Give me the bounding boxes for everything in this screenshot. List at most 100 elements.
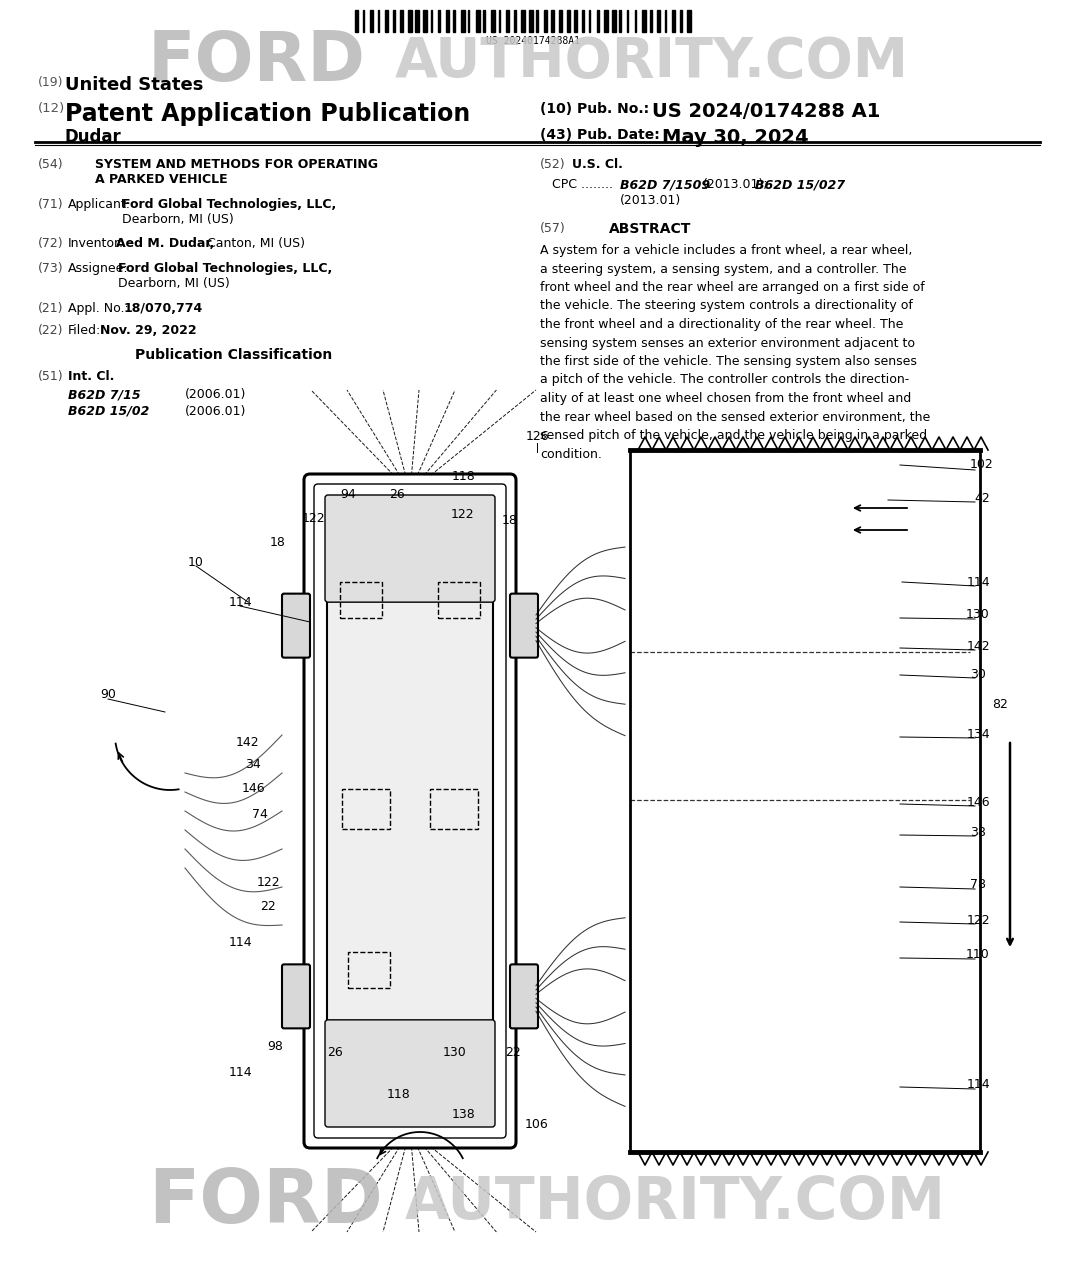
Text: 122: 122 [301,512,324,525]
Bar [552,10,554,32]
Text: (72): (72) [38,237,64,250]
Bar [476,10,480,32]
Text: 34: 34 [245,757,260,771]
Bar [513,10,515,32]
Text: 22: 22 [505,1045,521,1058]
Text: US 2024/0174288 A1: US 2024/0174288 A1 [652,102,880,121]
Text: 22: 22 [260,900,276,913]
Text: (71): (71) [38,198,64,211]
Bar [672,10,675,32]
Text: 30: 30 [970,668,986,681]
Text: Inventor:: Inventor: [68,237,124,250]
Text: Appl. No.:: Appl. No.: [68,302,129,315]
FancyBboxPatch shape [282,964,310,1029]
Text: Ford Global Technologies, LLC,: Ford Global Technologies, LLC, [118,262,332,276]
Text: (51): (51) [38,370,64,384]
Text: Patent Application Publication: Patent Application Publication [65,102,471,126]
Bar [537,10,538,32]
Text: ABSTRACT: ABSTRACT [609,222,691,236]
Text: 18/070,774: 18/070,774 [124,302,203,315]
Text: (22): (22) [38,324,64,337]
Bar [378,10,379,32]
Bar [506,10,509,32]
Text: (2006.01): (2006.01) [185,389,246,401]
Bar [650,10,652,32]
Bar [665,10,666,32]
Text: (10) Pub. No.:: (10) Pub. No.: [540,102,649,116]
Bar [437,582,480,617]
FancyBboxPatch shape [510,964,538,1029]
Text: 114: 114 [228,936,252,949]
Text: CPC ........: CPC ........ [552,178,614,190]
Text: 18: 18 [503,513,517,527]
Text: Publication Classification: Publication Classification [136,348,332,362]
Text: Dudar: Dudar [65,128,122,146]
Bar [529,10,532,32]
FancyBboxPatch shape [304,474,516,1148]
Bar [415,10,419,32]
Text: (2006.01): (2006.01) [185,405,246,418]
Bar [400,10,403,32]
Bar [430,789,478,829]
Text: Aed M. Dudar,: Aed M. Dudar, [116,237,214,250]
Bar [559,10,561,32]
Text: B62D 7/15: B62D 7/15 [68,389,141,401]
Text: 98: 98 [267,1040,283,1054]
Text: 114: 114 [228,1066,252,1078]
Text: 110: 110 [966,949,990,961]
Text: 38: 38 [970,826,986,838]
Text: 146: 146 [967,795,990,809]
Bar [687,10,691,32]
Bar [604,10,608,32]
Bar [461,10,464,32]
FancyBboxPatch shape [314,484,506,1138]
Text: 94: 94 [340,489,356,502]
Text: AUTHORITY.COM: AUTHORITY.COM [405,1173,946,1231]
Text: Canton, MI (US): Canton, MI (US) [203,237,305,250]
Bar [483,10,485,32]
Text: 42: 42 [974,491,990,504]
Text: 142: 142 [235,735,259,748]
Text: 106: 106 [525,1118,548,1130]
Text: Assignee:: Assignee: [68,262,129,276]
FancyBboxPatch shape [510,593,538,658]
Text: 142: 142 [967,640,990,653]
FancyBboxPatch shape [282,593,310,658]
Bar [431,10,432,32]
Text: 126: 126 [525,431,548,443]
Text: Dearborn, MI (US): Dearborn, MI (US) [122,213,234,226]
Text: (19): (19) [38,76,64,89]
Bar [343,789,391,829]
Text: AUTHORITY.COM: AUTHORITY.COM [395,36,909,89]
Bar [589,10,590,32]
Text: 138: 138 [452,1107,476,1120]
Bar [446,10,449,32]
Bar [574,10,577,32]
Text: SYSTEM AND METHODS FOR OPERATING: SYSTEM AND METHODS FOR OPERATING [95,157,378,171]
Text: 130: 130 [966,608,990,621]
Bar [680,10,682,32]
Bar [582,10,585,32]
Text: United States: United States [65,76,204,94]
Bar [596,10,600,32]
Bar [348,952,391,988]
Bar [491,10,495,32]
Text: 114: 114 [967,575,990,588]
Text: May 30, 2024: May 30, 2024 [662,128,809,147]
Text: 122: 122 [256,875,280,889]
Bar [370,10,372,32]
Text: 26: 26 [328,1045,343,1058]
Text: A system for a vehicle includes a front wheel, a rear wheel,
a steering system, : A system for a vehicle includes a front … [540,244,930,461]
Text: 122: 122 [450,508,474,522]
Bar [642,10,646,32]
Text: 78: 78 [970,879,986,892]
Text: Ford Global Technologies, LLC,: Ford Global Technologies, LLC, [122,198,336,211]
Bar [567,10,571,32]
Text: B62D 15/02: B62D 15/02 [68,405,149,418]
Bar [611,10,616,32]
Bar [423,10,427,32]
Text: (2013.01);: (2013.01); [703,178,768,190]
Text: 134: 134 [967,728,990,740]
Text: 114: 114 [228,596,252,608]
Bar [340,582,382,617]
